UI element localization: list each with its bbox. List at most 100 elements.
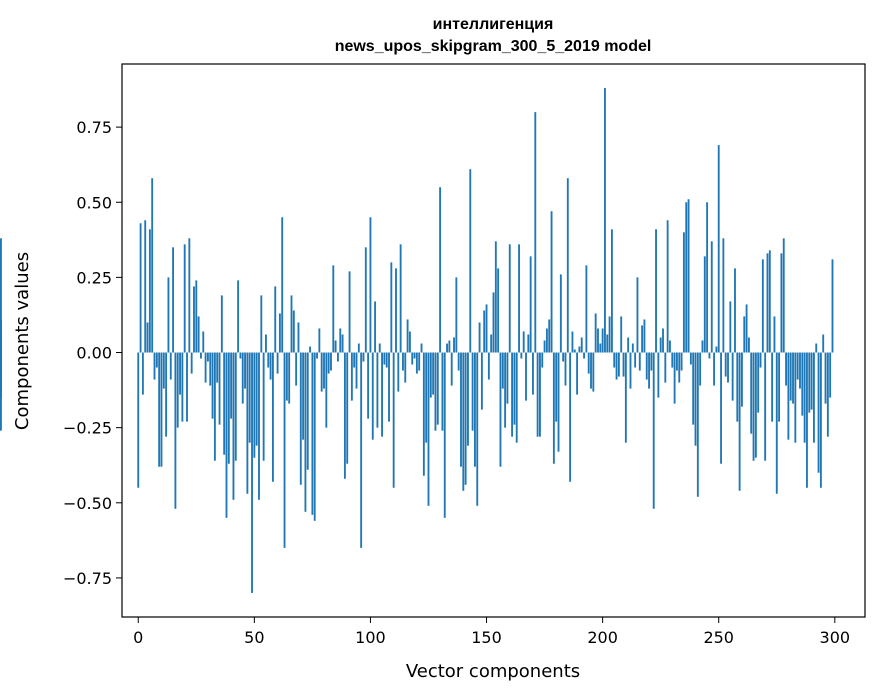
bar	[741, 352, 743, 407]
y-tick-label: −0.75	[63, 569, 112, 588]
bar	[385, 352, 388, 368]
bar	[717, 145, 720, 353]
bar	[220, 295, 223, 353]
bar	[206, 352, 209, 362]
bar	[200, 352, 202, 359]
bar	[548, 319, 551, 353]
bar	[789, 352, 792, 401]
bar	[346, 352, 349, 464]
bar	[353, 352, 356, 368]
bar	[306, 352, 309, 470]
bar	[662, 328, 664, 353]
bar	[562, 352, 565, 362]
x-tick-label: 200	[587, 628, 618, 647]
bar	[376, 352, 379, 428]
bar	[218, 352, 221, 425]
bar	[569, 352, 572, 482]
bar	[146, 322, 149, 353]
bar	[624, 352, 627, 443]
bar	[713, 352, 716, 386]
bar	[775, 352, 778, 494]
bar	[648, 352, 650, 389]
bar	[295, 352, 298, 386]
bar	[578, 346, 581, 353]
bar	[246, 352, 249, 494]
bar	[754, 352, 757, 458]
bar	[808, 352, 811, 413]
bar	[822, 334, 825, 353]
bar	[427, 352, 430, 506]
bar	[525, 352, 527, 401]
bar	[792, 352, 794, 404]
bar	[420, 343, 423, 353]
y-tick-label: −0.50	[63, 494, 112, 513]
bar	[151, 178, 154, 353]
bar	[402, 352, 404, 371]
bar	[334, 340, 337, 353]
plot-frame	[121, 63, 866, 618]
bar	[364, 247, 367, 353]
bar	[696, 352, 699, 497]
bar	[223, 352, 226, 455]
bar	[169, 352, 172, 380]
bar	[158, 352, 161, 467]
bar	[550, 211, 553, 353]
bar	[812, 352, 815, 443]
bar	[339, 328, 342, 353]
bar	[357, 343, 360, 353]
bar	[204, 352, 207, 383]
bar	[666, 220, 669, 353]
bar	[664, 352, 667, 383]
bar	[318, 328, 321, 353]
bar	[471, 352, 474, 431]
bar	[710, 241, 713, 353]
bar	[183, 244, 186, 353]
bar	[610, 229, 613, 353]
bar	[418, 352, 421, 371]
bar	[590, 352, 592, 389]
bar	[371, 352, 374, 440]
bar	[615, 352, 618, 380]
bar	[188, 238, 191, 353]
bar	[599, 343, 602, 353]
bar	[676, 352, 678, 371]
bar	[799, 352, 801, 389]
bar	[425, 352, 428, 443]
bar	[262, 352, 265, 461]
bar	[785, 352, 787, 386]
bar	[766, 253, 769, 353]
y-tick-label: −0.25	[63, 419, 112, 438]
bar	[209, 352, 212, 386]
bar	[174, 352, 177, 509]
bar	[657, 352, 660, 398]
bar	[162, 352, 165, 389]
bar	[265, 334, 267, 353]
bar	[362, 352, 365, 362]
bar	[141, 352, 144, 395]
bar	[620, 316, 623, 353]
bar	[543, 340, 546, 353]
bar	[225, 352, 228, 518]
bar	[165, 352, 168, 437]
bar	[768, 250, 771, 353]
bar	[439, 187, 442, 353]
bar	[422, 352, 425, 476]
bar	[448, 340, 451, 353]
bar	[752, 352, 755, 461]
bar	[392, 352, 395, 488]
bar	[325, 352, 328, 428]
bar	[285, 352, 288, 401]
bar	[450, 352, 453, 386]
bar	[669, 340, 671, 353]
bar	[176, 352, 179, 428]
bar	[483, 310, 486, 353]
bar	[378, 343, 381, 353]
bar	[202, 331, 205, 353]
bar	[490, 334, 493, 353]
bar	[650, 352, 653, 371]
bar	[436, 352, 439, 425]
bar	[341, 334, 344, 353]
bar	[826, 352, 829, 437]
bar	[604, 88, 606, 353]
bar	[504, 352, 507, 428]
